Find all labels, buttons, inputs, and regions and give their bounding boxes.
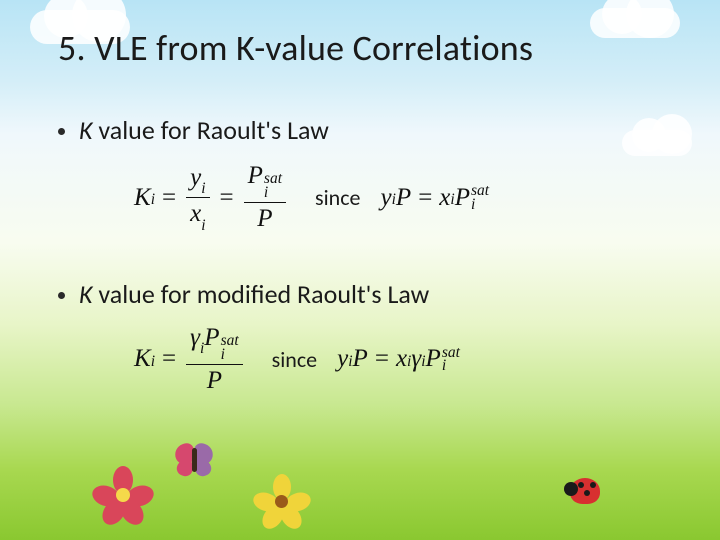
since-label: since	[272, 346, 317, 373]
bullet-text: K value for modified Raoult's Law	[79, 278, 429, 310]
bullet-rest: value for modified Raoult's Law	[93, 278, 430, 310]
equation-row-raoult: Ki = yi xi = Psati P since yiP = xiPsati	[134, 162, 670, 234]
bullet-dot-icon	[58, 292, 65, 299]
since-label: since	[315, 184, 360, 211]
italic-var: K	[79, 114, 93, 146]
equation-raoult-derivation: yiP = xiPsati	[380, 184, 489, 212]
equation-row-modified: Ki = γiPsati P since yiP = xiγiPsati	[134, 324, 670, 396]
bullet-item: K value for modified Raoult's Law	[58, 278, 670, 310]
italic-var: K	[79, 278, 93, 310]
bullet-dot-icon	[58, 128, 65, 135]
bullet-item: K value for Raoult's Law	[58, 114, 670, 146]
slide-content: 5. VLE from K-value Correlations K value…	[0, 0, 720, 540]
bullet-text: K value for Raoult's Law	[79, 114, 329, 146]
equation-raoult-k: Ki = yi xi = Psati P	[134, 162, 289, 234]
equation-modified-k: Ki = γiPsati P	[134, 324, 246, 396]
slide-title: 5. VLE from K-value Correlations	[58, 26, 670, 70]
bullet-rest: value for Raoult's Law	[93, 114, 329, 146]
equation-modified-derivation: yiP = xiγiPsati	[337, 345, 460, 373]
